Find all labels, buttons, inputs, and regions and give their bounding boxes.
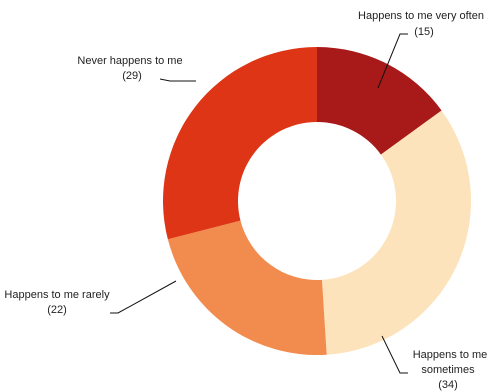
slice-value-very-often: (15)	[414, 26, 434, 38]
slice-label-never: Never happens to me	[77, 55, 182, 67]
slice-value-never: (29)	[122, 70, 142, 82]
slice-happens-to-me-rarely	[167, 220, 327, 355]
slice-happens-to-me-very-often	[317, 47, 442, 155]
leader-line-never	[159, 78, 196, 82]
leader-line-sometimes	[381, 335, 408, 374]
donut-slices	[163, 47, 471, 355]
slice-value-rarely: (22)	[47, 304, 67, 316]
slice-label-sometimes-line2: sometimes	[421, 364, 475, 376]
slice-value-sometimes: (34)	[438, 379, 458, 391]
slice-label-rarely: Happens to me rarely	[4, 289, 110, 301]
slice-label-sometimes-line1: Happens to me	[413, 349, 488, 361]
slice-label-very-often: Happens to me very often	[358, 10, 484, 22]
slice-never-happens-to-me	[163, 47, 317, 240]
leader-line-rarely	[110, 280, 177, 314]
leader-line-very-often	[377, 33, 408, 89]
slice-happens-to-me-sometimes	[321, 110, 471, 355]
